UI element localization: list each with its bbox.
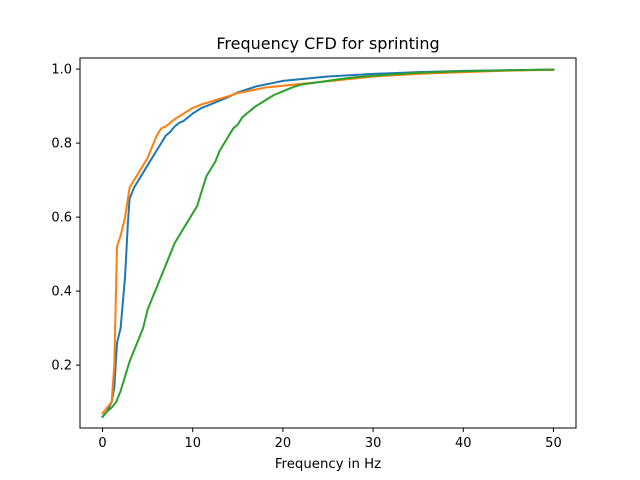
- x-tick-label: 40: [455, 436, 472, 451]
- x-tick-label: 0: [98, 436, 106, 451]
- y-axis: 0.2 0.4 0.6 0.8 1.0: [51, 63, 80, 374]
- series-line-2: [101, 68, 555, 415]
- series-line-3: [101, 68, 555, 419]
- x-tick-label: 50: [545, 436, 562, 451]
- y-tick-label: 0.6: [51, 211, 72, 226]
- y-tick-label: 0.8: [51, 137, 72, 152]
- series-line-1: [101, 68, 555, 419]
- y-tick-label: 0.4: [51, 285, 72, 300]
- x-tick-label: 30: [365, 436, 382, 451]
- x-axis-label: Frequency in Hz: [275, 457, 381, 472]
- x-tick-label: 10: [184, 436, 201, 451]
- plot-frame: [79, 57, 577, 429]
- y-tick-label: 1.0: [51, 63, 72, 78]
- y-tick-label: 0.2: [51, 359, 72, 374]
- series-layer: [101, 68, 555, 419]
- x-axis: 0 10 20 30 40 50: [98, 428, 562, 451]
- chart-title: Frequency CFD for sprinting: [216, 34, 439, 53]
- x-tick-label: 20: [275, 436, 292, 451]
